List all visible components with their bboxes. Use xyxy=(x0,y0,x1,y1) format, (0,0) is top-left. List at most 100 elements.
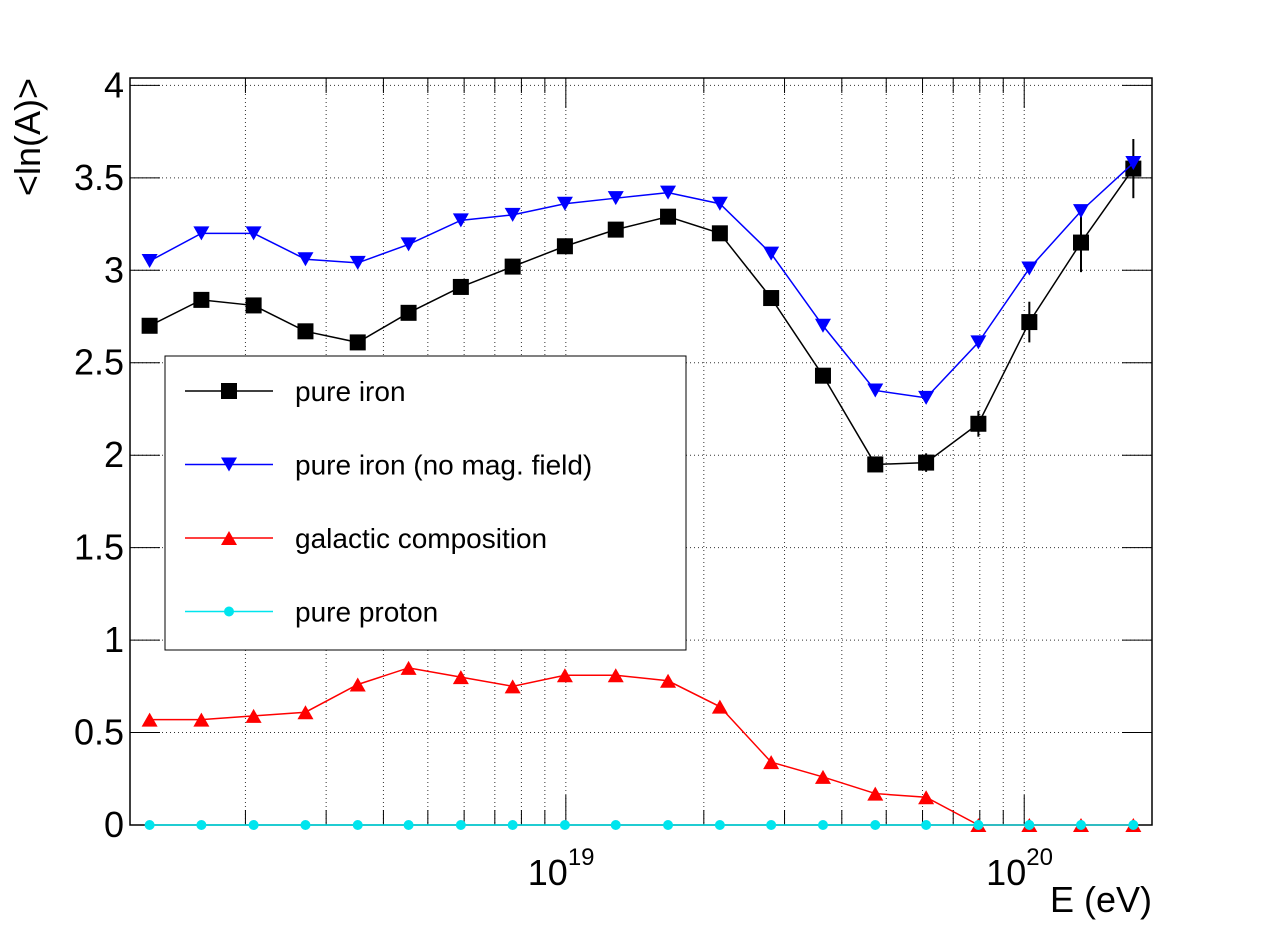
x-tick-label: 10 xyxy=(528,852,568,893)
marker xyxy=(918,390,935,405)
legend-label: pure proton xyxy=(295,597,438,628)
marker xyxy=(297,705,314,720)
marker xyxy=(1075,820,1086,830)
marker xyxy=(352,820,363,830)
marker xyxy=(141,254,158,269)
y-tick-label: 4 xyxy=(104,64,124,105)
marker xyxy=(507,820,518,830)
marker xyxy=(918,790,935,805)
marker xyxy=(660,185,677,200)
marker xyxy=(814,769,831,784)
marker xyxy=(973,820,984,830)
marker xyxy=(245,297,262,314)
legend-box xyxy=(164,355,687,651)
marker xyxy=(763,755,780,770)
marker xyxy=(607,221,624,238)
marker xyxy=(193,226,210,241)
marker xyxy=(867,456,884,473)
marker xyxy=(714,820,725,830)
marker xyxy=(221,531,237,545)
marker xyxy=(297,252,314,267)
marker xyxy=(814,367,831,384)
marker xyxy=(610,820,621,830)
series xyxy=(144,820,1139,830)
marker xyxy=(711,225,728,242)
y-tick-label: 2 xyxy=(104,434,124,475)
marker xyxy=(300,820,311,830)
marker xyxy=(867,383,884,398)
y-tick-label: 0.5 xyxy=(74,712,124,753)
series xyxy=(141,139,1142,473)
marker xyxy=(921,820,932,830)
marker xyxy=(663,820,674,830)
marker xyxy=(556,196,573,211)
marker xyxy=(970,415,987,432)
marker xyxy=(1125,156,1142,171)
marker xyxy=(1072,234,1089,251)
legend: pure iron pure iron (no mag. field) galact… xyxy=(164,355,687,651)
marker xyxy=(660,673,677,688)
marker xyxy=(452,278,469,295)
y-tick-label: 0 xyxy=(104,804,124,845)
marker xyxy=(660,208,677,225)
marker xyxy=(452,213,469,228)
marker xyxy=(144,820,155,830)
legend-label: galactic composition xyxy=(295,523,547,554)
marker xyxy=(349,255,366,270)
marker xyxy=(763,246,780,261)
marker xyxy=(193,712,210,727)
marker xyxy=(196,820,207,830)
marker xyxy=(970,335,987,350)
marker xyxy=(504,679,521,694)
marker xyxy=(763,290,780,307)
x-tick-exponent: 19 xyxy=(568,844,595,871)
marker xyxy=(400,237,417,252)
marker xyxy=(1024,820,1035,830)
marker xyxy=(141,317,158,334)
marker xyxy=(245,226,262,241)
series-line xyxy=(149,162,1134,399)
marker xyxy=(245,708,262,723)
series xyxy=(141,156,1142,405)
marker xyxy=(248,820,259,830)
y-tick-label: 3.5 xyxy=(74,157,124,198)
marker xyxy=(193,291,210,308)
series-line xyxy=(149,168,1134,466)
marker xyxy=(556,668,573,683)
marker xyxy=(400,660,417,675)
x-axis-label: E (eV) xyxy=(1050,879,1152,920)
marker xyxy=(297,323,314,340)
marker xyxy=(607,191,624,206)
marker xyxy=(504,207,521,222)
marker xyxy=(607,668,624,683)
marker xyxy=(403,820,414,830)
y-axis-label: <ln(A)> xyxy=(7,78,48,196)
marker xyxy=(452,670,469,685)
marker xyxy=(559,820,570,830)
legend-label: pure iron xyxy=(295,376,406,407)
marker xyxy=(867,786,884,801)
y-tick-label: 1.5 xyxy=(74,527,124,568)
marker xyxy=(814,318,831,333)
marker xyxy=(1072,204,1089,219)
marker xyxy=(221,383,237,399)
marker xyxy=(455,820,466,830)
marker xyxy=(349,334,366,351)
marker xyxy=(1128,820,1139,830)
marker xyxy=(141,712,158,727)
marker xyxy=(349,677,366,692)
marker xyxy=(1021,314,1038,331)
x-tick-exponent: 20 xyxy=(1026,844,1053,871)
marker xyxy=(817,820,828,830)
y-tick-label: 1 xyxy=(104,619,124,660)
marker xyxy=(1021,261,1038,276)
marker xyxy=(918,454,935,471)
marker xyxy=(400,304,417,321)
legend-label: pure iron (no mag. field) xyxy=(295,450,592,481)
marker xyxy=(556,238,573,255)
marker xyxy=(711,699,728,714)
marker xyxy=(766,820,777,830)
marker xyxy=(711,196,728,211)
marker xyxy=(221,457,237,472)
